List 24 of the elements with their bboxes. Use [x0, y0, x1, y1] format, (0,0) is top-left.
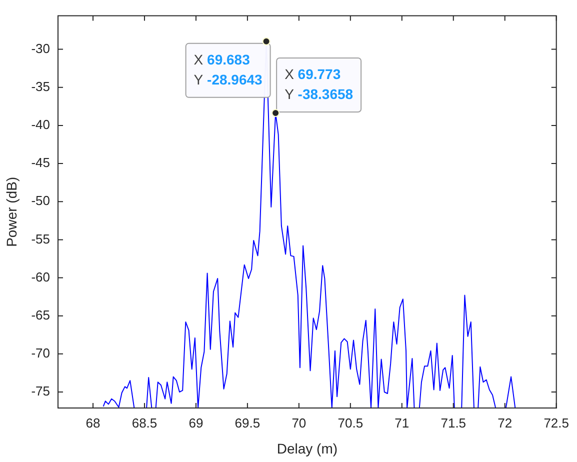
annotation: X 69.773 Y -38.3658: [284, 66, 354, 102]
x-tick-label: 72: [498, 415, 512, 430]
x-tick-label: 68.5: [132, 415, 158, 430]
y-tick-label: -50: [31, 193, 50, 208]
y-tick-label: -35: [31, 78, 50, 94]
x-tick-label: 70: [292, 415, 306, 430]
y-tick-label: -40: [31, 117, 50, 132]
y-axis-title: Power (dB): [3, 176, 20, 247]
y-tick-label: -60: [31, 269, 50, 284]
y-tick-label: -70: [31, 346, 50, 361]
x-tick-label: 71: [394, 415, 410, 430]
y-tick-label: -75: [31, 384, 50, 399]
x-tick-label: 71.5: [440, 415, 466, 430]
x-tick-label: 72.5: [544, 415, 570, 430]
annotation: X 69.683 Y -28.9643: [194, 51, 263, 88]
x-axis-title: Delay (m): [276, 440, 338, 456]
x-tick-label: 68: [86, 415, 100, 430]
y-tick-label: -65: [31, 307, 50, 322]
x-tick-label: 70.5: [338, 415, 364, 430]
x-tick-label: 69.5: [234, 415, 260, 430]
x-tick-label: 69: [188, 415, 204, 430]
y-tick-label: -55: [31, 231, 50, 246]
y-tick-label: -30: [31, 40, 50, 56]
y-tick-label: -45: [31, 155, 50, 170]
